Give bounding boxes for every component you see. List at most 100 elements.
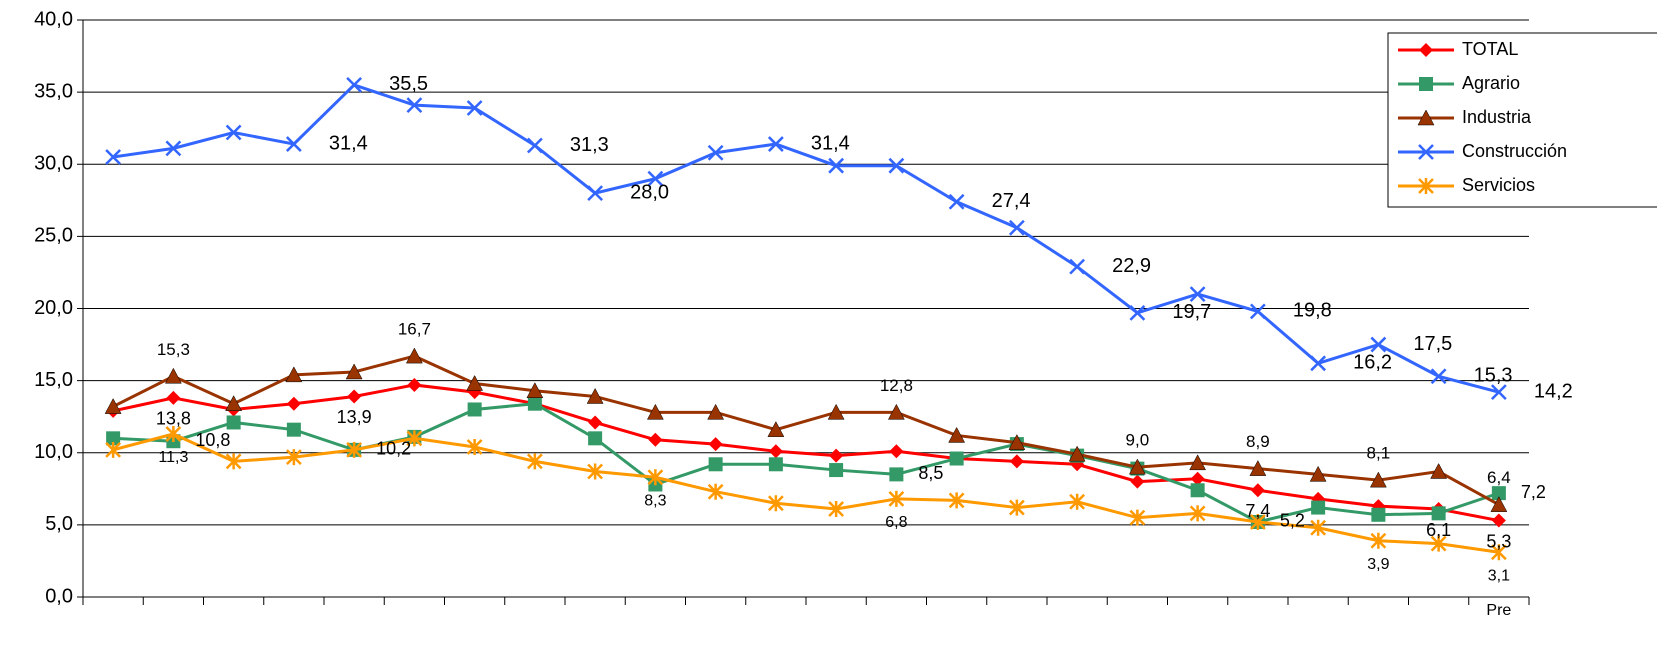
data-label: 31,3 xyxy=(570,134,609,156)
data-label: 16,7 xyxy=(398,320,431,339)
legend-marker xyxy=(1419,43,1433,57)
data-label: 8,3 xyxy=(644,492,666,509)
y-tick-label: 25,0 xyxy=(34,225,73,247)
data-point xyxy=(405,347,423,364)
series-line xyxy=(112,383,1500,523)
data-point xyxy=(1008,499,1025,516)
data-point xyxy=(526,382,544,398)
legend-box xyxy=(1387,32,1657,208)
data-label: 19,7 xyxy=(1172,301,1211,323)
data-point xyxy=(1490,496,1508,512)
data-point xyxy=(949,451,964,466)
legend-marker xyxy=(1419,77,1433,91)
data-point xyxy=(286,396,301,411)
y-tick-label: 40,0 xyxy=(34,8,73,30)
data-label: 15,3 xyxy=(1474,365,1513,387)
data-point xyxy=(829,463,844,478)
data-point xyxy=(586,387,604,404)
data-point xyxy=(345,363,363,380)
data-point xyxy=(887,403,905,420)
data-point xyxy=(1008,219,1025,236)
data-point xyxy=(1249,303,1266,320)
data-point xyxy=(828,157,845,174)
data-point xyxy=(1371,507,1386,522)
data-label: 7,2 xyxy=(1521,482,1546,502)
data-point xyxy=(768,457,783,472)
data-point xyxy=(1190,471,1205,486)
data-point xyxy=(526,137,543,154)
data-point xyxy=(888,157,905,174)
data-point xyxy=(1370,532,1387,549)
legend-label: Servicios xyxy=(1462,175,1535,195)
legend-marker xyxy=(1418,178,1434,194)
data-point xyxy=(347,389,362,404)
y-tick-label: 30,0 xyxy=(34,153,73,175)
data-point xyxy=(1129,509,1146,526)
data-label: 14,2 xyxy=(1534,380,1573,402)
data-label: 6,4 xyxy=(1487,468,1511,487)
data-point xyxy=(104,398,122,414)
data-label: 8,1 xyxy=(1367,444,1391,463)
data-point xyxy=(1370,336,1387,353)
data-point xyxy=(226,415,241,430)
data-point xyxy=(1430,368,1447,385)
data-point xyxy=(106,431,121,446)
data-label: 22,9 xyxy=(1112,255,1151,277)
data-point xyxy=(1130,474,1145,489)
data-label: 9,0 xyxy=(1126,431,1150,450)
data-point xyxy=(829,448,844,463)
legend-label: Agrario xyxy=(1462,73,1520,93)
data-label: 31,4 xyxy=(811,132,850,154)
data-point xyxy=(588,431,603,446)
data-point xyxy=(466,374,484,391)
data-point xyxy=(1491,513,1506,528)
y-tick-label: 10,0 xyxy=(34,441,73,463)
data-point xyxy=(948,426,966,443)
legend-label: Industria xyxy=(1462,107,1532,127)
data-point xyxy=(165,140,182,157)
data-point xyxy=(587,463,604,480)
data-point xyxy=(1190,483,1205,498)
data-label: 28,0 xyxy=(630,181,669,203)
data-point xyxy=(1068,445,1086,462)
data-point xyxy=(648,432,663,447)
data-point xyxy=(1310,519,1327,536)
data-point xyxy=(1189,505,1206,522)
y-tick-label: 20,0 xyxy=(34,297,73,319)
data-label: 10,8 xyxy=(195,430,230,450)
data-point xyxy=(1430,462,1448,479)
data-label: 3,9 xyxy=(1367,556,1389,573)
data-point xyxy=(1069,493,1086,510)
data-label: 7,4 xyxy=(1245,501,1270,521)
data-point xyxy=(1490,384,1507,401)
data-point xyxy=(407,377,422,392)
data-point xyxy=(1309,465,1327,482)
data-point xyxy=(166,390,181,405)
data-point xyxy=(105,441,122,458)
data-point xyxy=(827,403,845,420)
legend-label: TOTAL xyxy=(1462,39,1518,59)
data-point xyxy=(406,97,423,113)
data-point xyxy=(888,490,905,507)
data-point xyxy=(165,425,182,442)
data-point xyxy=(1249,460,1267,476)
legend-label: Construcción xyxy=(1462,141,1567,161)
data-point xyxy=(1249,513,1266,530)
data-point xyxy=(767,495,784,512)
data-point xyxy=(646,403,664,420)
data-point xyxy=(1250,483,1265,498)
data-point xyxy=(707,144,724,161)
series-line xyxy=(112,432,1500,554)
data-label: 6,8 xyxy=(885,514,907,531)
data-label: 31,4 xyxy=(329,132,368,154)
data-label: 16,2 xyxy=(1353,352,1392,374)
data-point xyxy=(406,430,423,447)
data-point xyxy=(1129,304,1146,321)
data-point xyxy=(647,170,664,187)
data-point xyxy=(346,77,363,93)
data-point xyxy=(948,492,965,509)
data-point xyxy=(708,457,723,472)
y-tick-label: 35,0 xyxy=(34,80,73,102)
y-tick-label: 15,0 xyxy=(34,369,73,391)
